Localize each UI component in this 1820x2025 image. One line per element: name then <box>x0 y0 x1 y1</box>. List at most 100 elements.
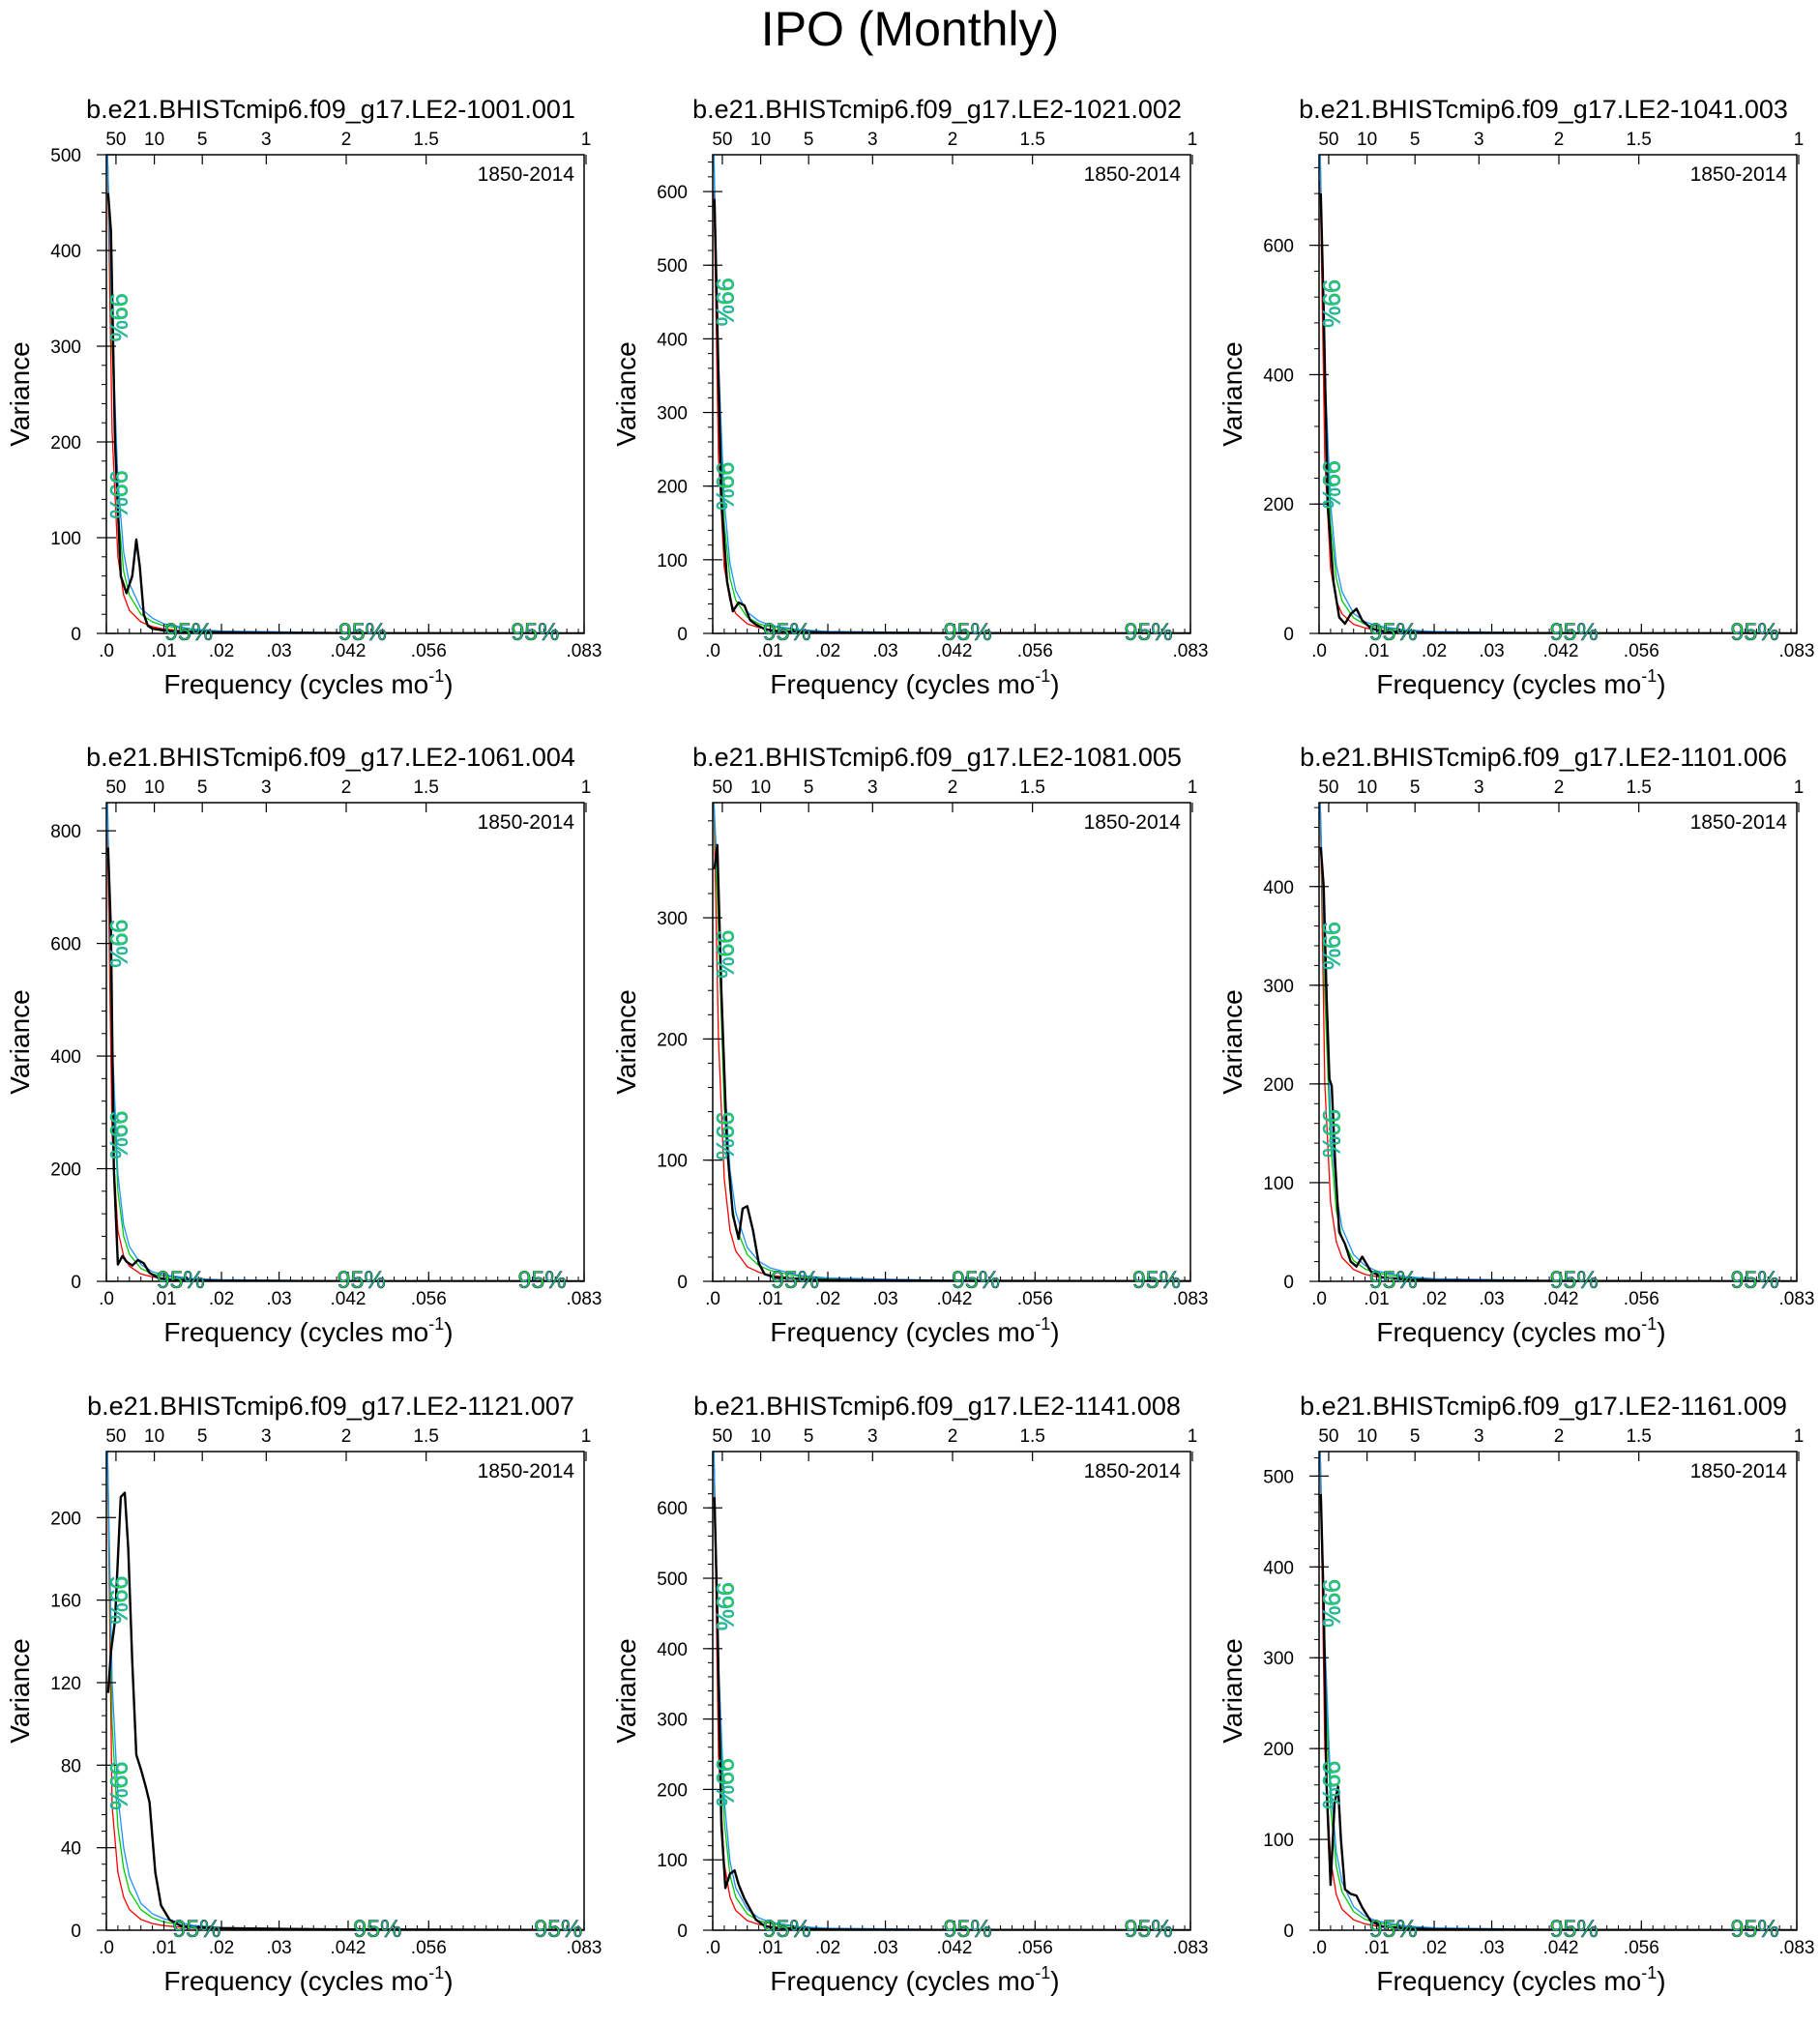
significance-label: 95% <box>763 619 811 646</box>
y-tick-label: 0 <box>1283 1273 1294 1293</box>
x-tick-label: .01 <box>1364 1289 1389 1309</box>
x-tick-label: .02 <box>209 1289 234 1309</box>
top-tick-label: 1 <box>1794 130 1805 150</box>
spectrum-plot: b.e21.BHISTcmip6.f09_g17.LE2-1121.007 185… <box>5 1392 602 1996</box>
y-tick-label: 0 <box>71 1273 81 1293</box>
top-tick-label: 10 <box>1357 1426 1377 1447</box>
x-tick-label: .03 <box>872 1938 897 1958</box>
significance-line <box>106 1452 584 1930</box>
x-axis-label: Frequency (cycles mo-1) <box>1376 666 1665 699</box>
top-tick-label: 10 <box>750 130 771 150</box>
top-tick-label: 1 <box>1188 130 1198 150</box>
x-tick-label: .02 <box>1422 1938 1447 1958</box>
y-tick-label: 0 <box>677 1273 688 1293</box>
top-tick-label: 1 <box>1188 778 1198 798</box>
spectrum-plot: b.e21.BHISTcmip6.f09_g17.LE2-1081.005 185… <box>611 743 1209 1347</box>
y-tick-label: 160 <box>50 1592 81 1612</box>
significance-label: 99% <box>1317 1579 1344 1628</box>
significance-label: 95% <box>1125 1916 1173 1943</box>
x-tick-label: .083 <box>567 641 602 661</box>
x-tick-label: .056 <box>411 1289 447 1309</box>
significance-label: 95% <box>172 1916 220 1943</box>
spectrum-line <box>713 198 1190 633</box>
x-tick-label: .083 <box>1173 1289 1209 1309</box>
panel-title: b.e21.BHISTcmip6.f09_g17.LE2-1001.001 <box>86 95 575 124</box>
significance-label: 95% <box>164 619 213 646</box>
panel-title: b.e21.BHISTcmip6.f09_g17.LE2-1121.007 <box>87 1392 574 1421</box>
x-tick-label: .056 <box>1017 1938 1053 1958</box>
y-tick-label: 200 <box>50 433 81 454</box>
y-tick-label: 200 <box>657 1030 688 1050</box>
significance-line <box>713 155 1190 633</box>
y-tick-label: 300 <box>50 338 81 358</box>
top-tick-label: 3 <box>867 130 878 150</box>
x-tick-label: .042 <box>936 1289 972 1309</box>
x-tick-label: .056 <box>411 1938 447 1958</box>
top-tick-label: 5 <box>804 1426 814 1447</box>
spectrum-line <box>106 192 584 633</box>
top-tick-label: 50 <box>105 130 126 150</box>
spectrum-panel: b.e21.BHISTcmip6.f09_g17.LE2-1081.005 185… <box>606 727 1213 1376</box>
significance-label: 99% <box>711 278 738 326</box>
significance-label: 95% <box>1731 1267 1779 1294</box>
significance-label: 95% <box>518 1267 567 1294</box>
significance-label: 95% <box>1550 1916 1599 1943</box>
y-tick-label: 600 <box>657 183 688 203</box>
top-tick-label: 50 <box>105 778 126 798</box>
spectrum-plot: b.e21.BHISTcmip6.f09_g17.LE2-1021.002 185… <box>611 95 1208 699</box>
x-tick-label: .02 <box>209 1938 234 1958</box>
x-axis-label: Frequency (cycles mo-1) <box>163 1314 453 1347</box>
plot-frame <box>1318 154 1798 634</box>
x-tick-label: .083 <box>567 1289 602 1309</box>
top-tick-label: 50 <box>1318 130 1338 150</box>
significance-label: 95% <box>952 1267 1000 1294</box>
panel-title: b.e21.BHISTcmip6.f09_g17.LE2-1081.005 <box>692 743 1182 772</box>
top-tick-label: 3 <box>1474 1426 1484 1447</box>
significance-line <box>1319 803 1797 1281</box>
y-tick-label: 300 <box>1263 1649 1294 1669</box>
significance-label: 99% <box>711 462 738 511</box>
top-tick-label: 1 <box>581 130 592 150</box>
x-tick-label: .0 <box>1311 1938 1327 1958</box>
top-tick-label: 1.5 <box>1019 1426 1044 1447</box>
y-tick-label: 600 <box>657 1499 688 1519</box>
spectrum-panel: b.e21.BHISTcmip6.f09_g17.LE2-1061.004 185… <box>0 727 606 1376</box>
x-tick-label: .0 <box>705 641 720 661</box>
y-axis-label: Variance <box>1218 989 1248 1094</box>
y-tick-label: 100 <box>657 1851 688 1871</box>
x-tick-label: .042 <box>936 641 972 661</box>
spectrum-panel: b.e21.BHISTcmip6.f09_g17.LE2-1101.006 185… <box>1213 727 1819 1376</box>
significance-label: 95% <box>1125 619 1173 646</box>
significance-line <box>713 803 1190 1281</box>
significance-line <box>1319 803 1797 1281</box>
x-tick-label: .042 <box>1542 641 1578 661</box>
x-tick-label: .0 <box>1311 1289 1327 1309</box>
significance-label: 95% <box>1731 619 1779 646</box>
x-tick-label: .03 <box>266 1938 291 1958</box>
spectrum-line <box>1319 193 1797 633</box>
plot-frame <box>712 1451 1191 1931</box>
significance-label: 95% <box>1132 1267 1181 1294</box>
x-tick-label: .042 <box>1542 1289 1578 1309</box>
y-tick-label: 300 <box>657 909 688 929</box>
top-tick-label: 2 <box>1554 130 1565 150</box>
x-tick-label: .042 <box>1542 1938 1578 1958</box>
y-tick-label: 0 <box>677 1922 688 1942</box>
y-tick-label: 800 <box>50 822 81 842</box>
significance-label: 99% <box>104 1111 132 1159</box>
top-tick-label: 1.5 <box>1019 778 1044 798</box>
significance-line <box>713 1452 1190 1930</box>
x-tick-label: .01 <box>151 1289 176 1309</box>
y-tick-label: 200 <box>1263 1075 1294 1096</box>
period-label: 1850-2014 <box>478 163 575 186</box>
x-tick-label: .03 <box>266 641 291 661</box>
panel-title: b.e21.BHISTcmip6.f09_g17.LE2-1041.003 <box>1299 95 1788 124</box>
significance-label: 99% <box>1317 279 1344 328</box>
y-axis-label: Variance <box>611 1638 641 1743</box>
plot-frame <box>105 1451 585 1931</box>
period-label: 1850-2014 <box>1084 811 1182 834</box>
y-tick-label: 0 <box>677 625 688 645</box>
x-tick-label: .02 <box>815 1938 840 1958</box>
y-tick-label: 200 <box>657 478 688 498</box>
